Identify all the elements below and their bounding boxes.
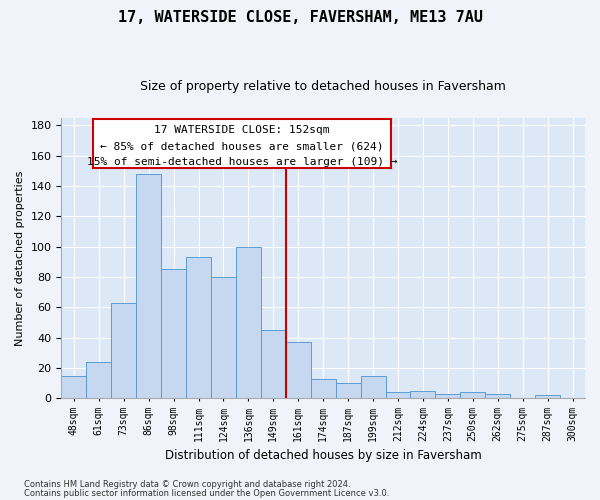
Bar [136, 174, 161, 398]
Text: Contains HM Land Registry data © Crown copyright and database right 2024.: Contains HM Land Registry data © Crown c… [24, 480, 350, 489]
Bar [311, 378, 335, 398]
Bar [61, 376, 86, 398]
Bar [386, 392, 410, 398]
Text: Contains public sector information licensed under the Open Government Licence v3: Contains public sector information licen… [24, 488, 389, 498]
Bar [485, 394, 510, 398]
Bar [335, 383, 361, 398]
Bar [236, 246, 261, 398]
Bar [286, 342, 311, 398]
Bar [211, 277, 236, 398]
Bar [436, 394, 460, 398]
Bar [186, 258, 211, 398]
Bar [261, 330, 286, 398]
Bar [535, 395, 560, 398]
Title: Size of property relative to detached houses in Faversham: Size of property relative to detached ho… [140, 80, 506, 93]
Bar [86, 362, 111, 399]
Bar [161, 270, 186, 398]
Bar [410, 390, 436, 398]
Text: 17, WATERSIDE CLOSE, FAVERSHAM, ME13 7AU: 17, WATERSIDE CLOSE, FAVERSHAM, ME13 7AU [118, 10, 482, 25]
Bar [361, 376, 386, 398]
X-axis label: Distribution of detached houses by size in Faversham: Distribution of detached houses by size … [165, 450, 482, 462]
Bar [111, 303, 136, 398]
Bar [460, 392, 485, 398]
Y-axis label: Number of detached properties: Number of detached properties [15, 170, 25, 346]
